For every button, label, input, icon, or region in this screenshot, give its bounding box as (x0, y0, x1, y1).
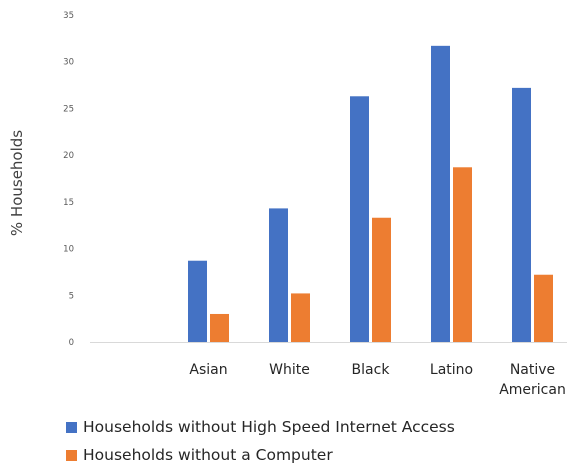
legend-item-high-speed-internet: Households without High Speed Internet A… (66, 418, 455, 436)
legend-swatch-blue (66, 421, 77, 433)
y-tick-label: 15 (63, 198, 74, 208)
bar-computer-latino (453, 167, 472, 342)
legend-label: Households without High Speed Internet A… (83, 418, 455, 436)
bar-internet-latino (431, 45, 450, 343)
bars (188, 45, 553, 343)
y-tick-label: 0 (69, 338, 74, 348)
category-label: Native (510, 362, 555, 378)
bar-computer-black (372, 217, 391, 342)
legend-label: Households without a Computer (83, 446, 333, 464)
category-label: White (269, 362, 310, 378)
bar-internet-black (350, 96, 369, 342)
y-tick-label: 10 (63, 245, 74, 255)
legend-swatch-orange (66, 449, 77, 461)
category-labels: Asian White Black Latino Native American (189, 362, 565, 398)
bar-internet-asian (188, 260, 207, 342)
category-label: Asian (189, 362, 227, 378)
category-label: American (499, 382, 566, 398)
bar-internet-native-american (512, 87, 531, 342)
bar-internet-white (269, 208, 288, 342)
y-tick-label: 25 (63, 104, 74, 114)
y-axis-label: % Households (8, 130, 26, 236)
category-label: Latino (430, 362, 473, 378)
y-tick-label: 20 (63, 151, 74, 161)
y-tick-label: 5 (69, 291, 74, 301)
y-tick-label: 30 (63, 58, 74, 68)
bar-computer-white (291, 293, 310, 342)
legend-item-computer: Households without a Computer (66, 446, 333, 464)
category-label: Black (352, 362, 391, 378)
y-tick-label: 35 (63, 11, 74, 21)
y-tick-labels: 0 5 10 15 20 25 30 35 (63, 11, 74, 348)
bar-computer-asian (210, 313, 229, 342)
bar-computer-native-american (534, 274, 553, 342)
